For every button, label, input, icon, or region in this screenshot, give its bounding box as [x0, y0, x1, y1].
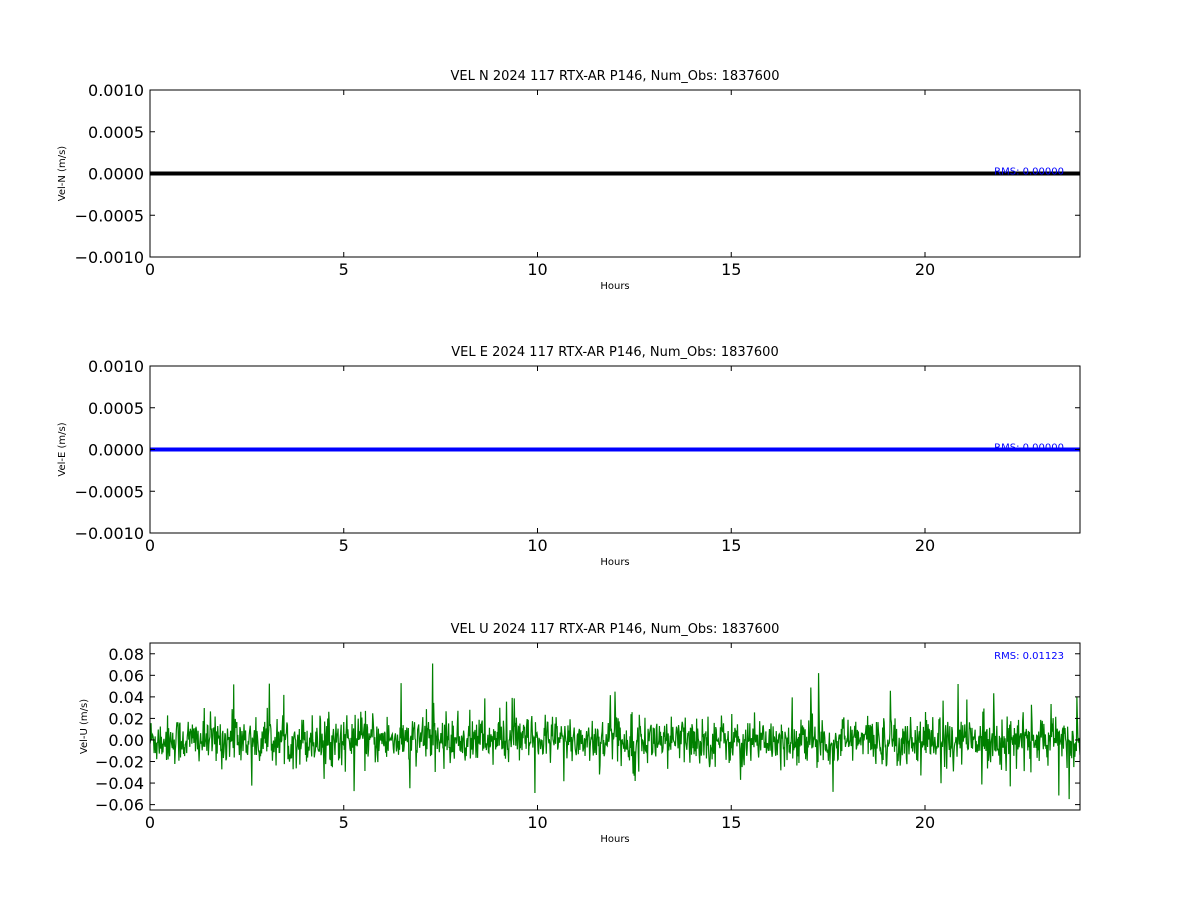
x-tick-label: 10	[527, 536, 547, 555]
axes-frame	[149, 642, 1081, 811]
y-tick-label: −0.02	[95, 753, 144, 772]
x-tick-label: 5	[339, 813, 349, 832]
series-line	[150, 663, 1080, 800]
rms-annotation: RMS: 0.01123	[994, 651, 1064, 662]
y-tick-label: 0.02	[108, 709, 144, 728]
series-group	[150, 663, 1080, 800]
x-tick-label: 20	[915, 260, 935, 279]
rms-annotation: RMS: 0.00000	[994, 167, 1064, 178]
y-tick-label: 0.0010	[88, 81, 144, 100]
chart-title: VEL E 2024 117 RTX-AR P146, Num_Obs: 183…	[451, 345, 778, 360]
rms-annotation: RMS: 0.00000	[994, 443, 1064, 454]
y-tick-label: 0.0000	[88, 441, 144, 460]
x-tick-label: 20	[915, 813, 935, 832]
x-tick-label: 0	[145, 813, 155, 832]
subplot-2: 0 5 10 15 20 0.0010 0.0005 0.0000 −0.0005 −0.0010…	[57, 345, 1081, 568]
y-tick-label: 0.06	[108, 666, 144, 685]
y-axis-label: Vel-N (m/s)	[57, 146, 68, 201]
y-tick-label: −0.06	[95, 796, 144, 815]
y-tick-label: −0.0005	[75, 206, 144, 225]
x-tick-label: 15	[721, 260, 741, 279]
subplot-3: 0 5 10 15 20 0.08 0.06 0.04 0.02 0.00 −0.02 −0.04 −0…	[79, 622, 1081, 845]
x-tick-label: 15	[721, 813, 741, 832]
x-axis-label: Hours	[600, 557, 629, 568]
x-tick-label: 10	[527, 260, 547, 279]
y-axis-label: Vel-E (m/s)	[57, 422, 68, 476]
x-axis-label: Hours	[600, 834, 629, 845]
x-tick-label: 5	[339, 536, 349, 555]
subplot-1: 0 5 10 15 20 0.0010 0.0005 0.0000 −0.0005 −0.0010…	[57, 69, 1081, 292]
y-tick-label: −0.0005	[75, 482, 144, 501]
x-tick-label: 0	[145, 536, 155, 555]
x-tick-label: 10	[527, 813, 547, 832]
y-tick-label: 0.0005	[88, 123, 144, 142]
chart-title: VEL N 2024 117 RTX-AR P146, Num_Obs: 183…	[451, 69, 780, 84]
x-tick-label: 20	[915, 536, 935, 555]
y-tick-label: 0.0010	[88, 357, 144, 376]
x-axis-label: Hours	[600, 281, 629, 292]
y-tick-label: 0.0000	[88, 165, 144, 184]
y-tick-label: 0.00	[108, 731, 144, 750]
chart-title: VEL U 2024 117 RTX-AR P146, Num_Obs: 183…	[451, 622, 780, 637]
y-tick-label: 0.04	[108, 688, 144, 707]
y-tick-label: −0.0010	[75, 524, 144, 543]
x-tick-label: 5	[339, 260, 349, 279]
y-tick-label: 0.08	[108, 645, 144, 664]
x-tick-label: 15	[721, 536, 741, 555]
y-tick-label: 0.0005	[88, 399, 144, 418]
x-tick-label: 0	[145, 260, 155, 279]
y-tick-label: −0.04	[95, 774, 144, 793]
y-tick-label: −0.0010	[75, 248, 144, 267]
y-axis-label: Vel-U (m/s)	[79, 699, 90, 754]
